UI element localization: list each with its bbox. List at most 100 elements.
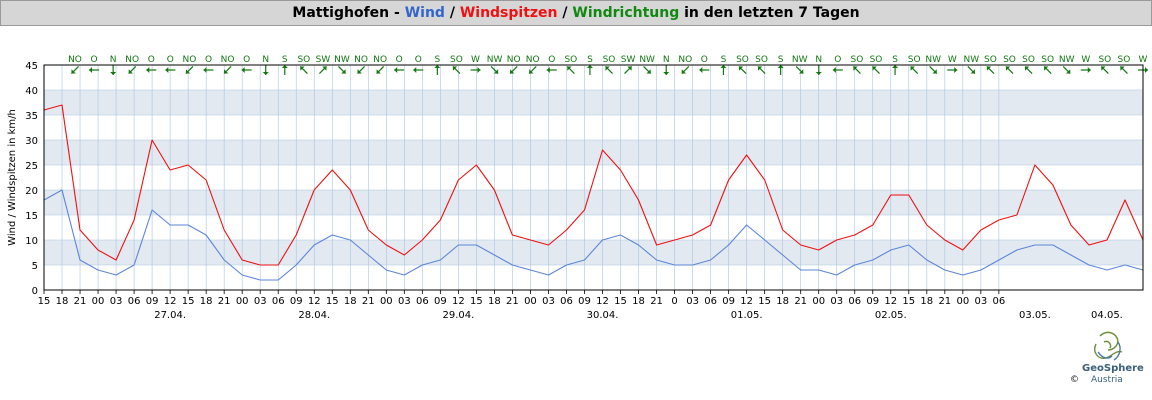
- x-tick-label: 09: [146, 296, 159, 307]
- direction-label: W: [948, 55, 957, 65]
- direction-arrow-head-icon: [932, 69, 937, 74]
- direction-label: SO: [1098, 55, 1111, 65]
- direction-label: N: [262, 55, 269, 65]
- x-tick-label: 15: [182, 296, 195, 307]
- direction-arrow-head-icon: [1101, 66, 1106, 71]
- x-tick-label: 15: [470, 296, 483, 307]
- x-tick-label: 03: [542, 296, 555, 307]
- direction-arrow-head-icon: [341, 69, 346, 74]
- direction-arrow-head-icon: [777, 65, 784, 68]
- x-tick-label: 03: [398, 296, 411, 307]
- direction-arrow-head-icon: [529, 69, 534, 74]
- direction-arrow-head-icon: [434, 65, 441, 68]
- direction-arrow-head-icon: [71, 69, 76, 74]
- direction-label: W: [471, 55, 480, 65]
- direction-label: NO: [354, 55, 368, 65]
- logo-subtitle: Austria: [1091, 375, 1123, 385]
- x-tick-label: 06: [560, 296, 573, 307]
- x-date-label: 04.05.: [1091, 310, 1123, 321]
- title-place: Mattighofen: [292, 5, 390, 21]
- y-tick-label: 30: [25, 136, 38, 147]
- x-tick-label: 03: [830, 296, 843, 307]
- direction-arrow-head-icon: [1120, 66, 1125, 71]
- x-tick-label: 21: [650, 296, 663, 307]
- direction-arrow-head-icon: [970, 69, 975, 74]
- direction-label: SO: [603, 55, 616, 65]
- direction-arrow-head-icon: [110, 72, 117, 75]
- x-tick-label: 06: [416, 296, 429, 307]
- x-tick-label: 06: [704, 296, 717, 307]
- x-tick-label: 00: [92, 296, 105, 307]
- direction-arrow-head-icon: [892, 65, 899, 68]
- y-tick-label: 40: [25, 86, 38, 97]
- direction-arrow-head-icon: [605, 66, 610, 71]
- direction-label: NW: [964, 55, 980, 65]
- x-tick-label: 03: [110, 296, 123, 307]
- x-date-label: 29.04.: [442, 310, 474, 321]
- direction-arrow-head-icon: [89, 67, 93, 73]
- y-tick-label: 10: [25, 236, 38, 247]
- direction-arrow-head-icon: [262, 72, 269, 75]
- title-rest: in den letzten 7 Tagen: [679, 5, 860, 21]
- direction-label: O: [91, 55, 98, 65]
- direction-arrow-head-icon: [954, 67, 958, 73]
- y-tick-label: 15: [25, 211, 38, 222]
- direction-arrow-head-icon: [493, 69, 499, 74]
- direction-label: O: [834, 55, 841, 65]
- direction-arrow-head-icon: [224, 69, 229, 74]
- x-date-label: 30.04.: [587, 310, 619, 321]
- direction-label: O: [701, 55, 708, 65]
- direction-arrow-head-icon: [586, 65, 593, 68]
- direction-label: NO: [183, 55, 197, 65]
- x-tick-label: 21: [362, 296, 375, 307]
- x-tick-label: 09: [722, 296, 735, 307]
- x-date-label: 02.05.: [875, 310, 907, 321]
- direction-arrow-head-icon: [681, 69, 686, 74]
- direction-label: NW: [792, 55, 808, 65]
- direction-label: S: [434, 55, 440, 65]
- direction-arrow-head-icon: [452, 66, 458, 71]
- direction-arrow-head-icon: [281, 65, 288, 68]
- direction-arrow-head-icon: [663, 72, 670, 75]
- x-date-label: 27.04.: [154, 310, 186, 321]
- x-tick-label: 12: [164, 296, 177, 307]
- direction-arrow-head-icon: [872, 66, 877, 71]
- direction-arrow-head-icon: [322, 66, 327, 71]
- y-axis-label: Wind / Windspitzen in km/h: [7, 109, 18, 246]
- direction-label: NO: [526, 55, 540, 65]
- plot-background-bands: [44, 90, 1143, 265]
- direction-label: O: [167, 55, 174, 65]
- direction-label: O: [415, 55, 422, 65]
- x-tick-label: 18: [488, 296, 501, 307]
- x-tick-label: 00: [956, 296, 969, 307]
- y-tick-label: 35: [25, 111, 38, 122]
- direction-label: SO: [755, 55, 768, 65]
- x-tick-label: 18: [920, 296, 933, 307]
- x-tick-label: 00: [812, 296, 825, 307]
- direction-arrow-head-icon: [394, 67, 398, 73]
- x-tick-label: 12: [884, 296, 897, 307]
- title-sep-3: /: [557, 5, 573, 21]
- direction-arrow-head-icon: [510, 69, 515, 74]
- series-line-windspitzen: [43, 104, 1144, 266]
- plot-band: [44, 140, 1143, 165]
- x-tick-label: 03: [974, 296, 987, 307]
- direction-label: SW: [621, 55, 636, 65]
- direction-arrow-head-icon: [720, 65, 727, 68]
- series-line-wind: [43, 189, 1144, 281]
- x-tick-label: 06: [993, 296, 1006, 307]
- direction-arrow-head-icon: [738, 66, 744, 71]
- x-date-label: 03.05.: [1019, 310, 1051, 321]
- direction-label: W: [1139, 55, 1148, 65]
- direction-label: SO: [450, 55, 463, 65]
- direction-label: O: [548, 55, 555, 65]
- x-tick-label: 21: [938, 296, 951, 307]
- x-tick-label: 18: [632, 296, 645, 307]
- direction-arrow-head-icon: [758, 66, 763, 71]
- direction-label: W: [1081, 55, 1090, 65]
- y-tick-label: 45: [25, 61, 38, 72]
- x-tick-label: 18: [56, 296, 69, 307]
- x-tick-label: 18: [200, 296, 213, 307]
- direction-arrow-head-icon: [646, 69, 651, 74]
- direction-arrow-head-icon: [357, 69, 362, 74]
